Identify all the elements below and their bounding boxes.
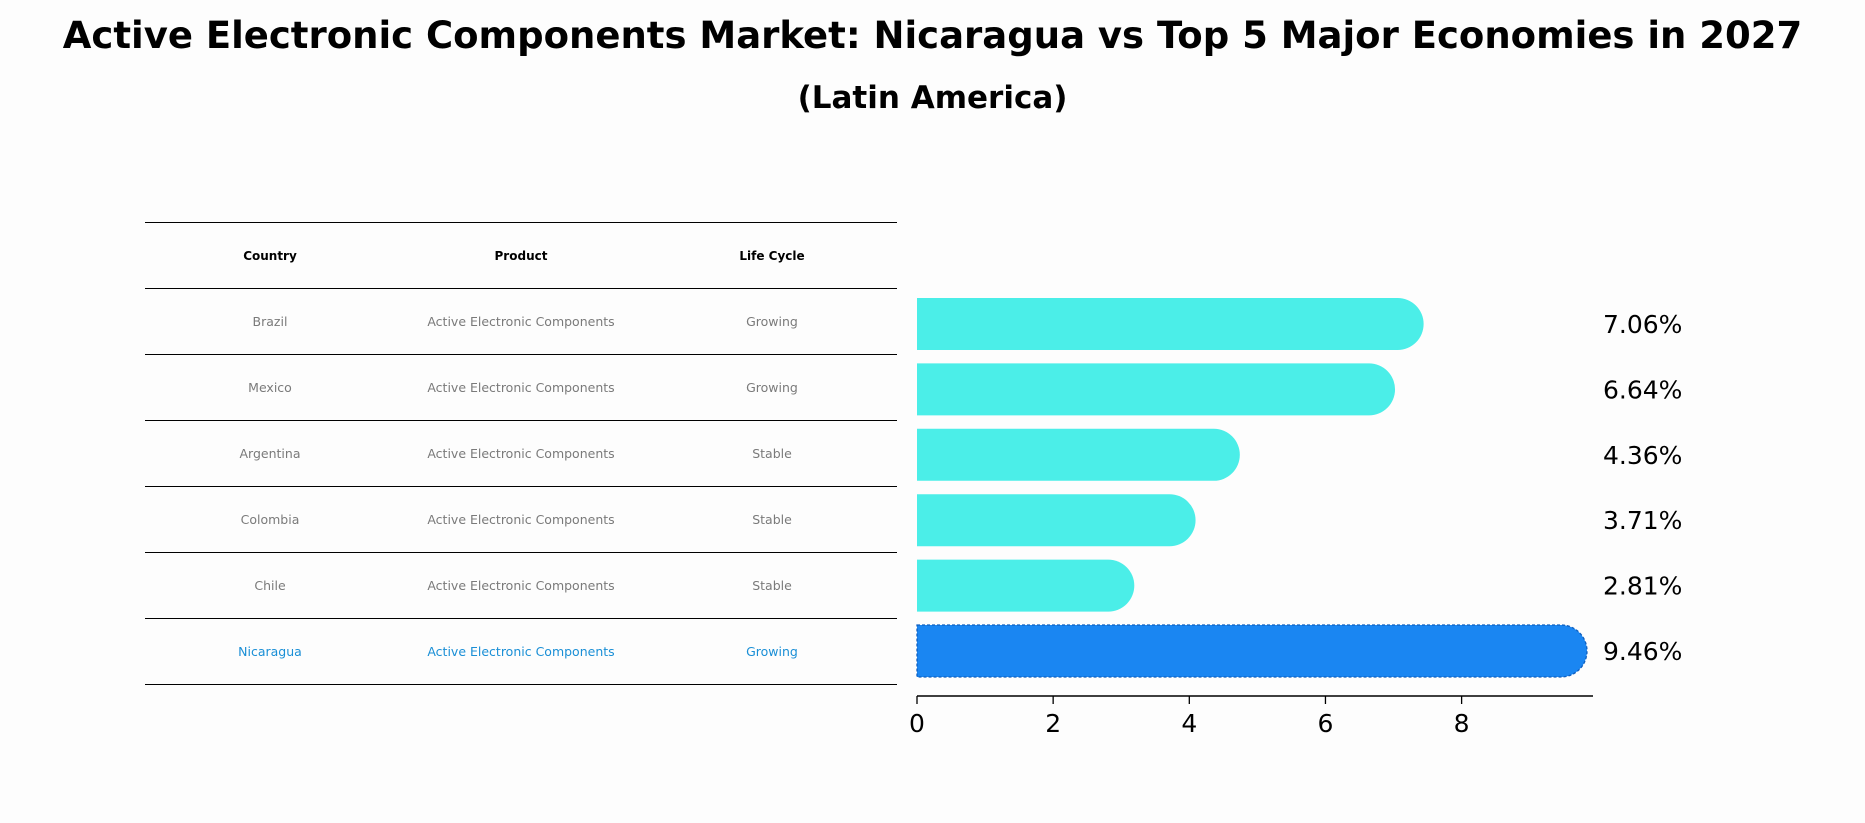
- value-label-brazil: 7.06%: [1603, 310, 1682, 339]
- cell-life-cycle: Stable: [752, 446, 792, 461]
- cell-product: Active Electronic Components: [427, 446, 615, 461]
- bar-highlight-outline: [916, 624, 1588, 678]
- value-label-nicaragua: 9.46%: [1603, 637, 1682, 666]
- value-label-colombia: 3.71%: [1603, 506, 1682, 535]
- header-life-cycle: Life Cycle: [739, 248, 805, 263]
- header-product: Product: [494, 248, 548, 263]
- cell-product: Active Electronic Components: [427, 380, 615, 395]
- cell-country: Nicaragua: [238, 644, 302, 659]
- x-tick-label: 4: [1181, 709, 1197, 738]
- table-row: Colombia Active Electronic Components St…: [145, 486, 897, 552]
- cell-life-cycle: Stable: [752, 578, 792, 593]
- table-row: Argentina Active Electronic Components S…: [145, 420, 897, 486]
- cell-country: Mexico: [248, 380, 292, 395]
- x-tick-label: 2: [1045, 709, 1061, 738]
- cell-country: Chile: [254, 578, 286, 593]
- value-label-chile: 2.81%: [1603, 572, 1682, 601]
- cell-life-cycle: Stable: [752, 512, 792, 527]
- table-row-highlighted: Nicaragua Active Electronic Components G…: [145, 618, 897, 685]
- cell-country: Colombia: [240, 512, 300, 527]
- cell-life-cycle: Growing: [746, 380, 798, 395]
- cell-country: Brazil: [252, 314, 288, 329]
- cell-country: Argentina: [239, 446, 301, 461]
- data-table: Country Product Life Cycle Brazil Active…: [145, 222, 897, 685]
- bar-brazil: [917, 298, 1424, 350]
- x-tick-label: 8: [1454, 709, 1470, 738]
- cell-product: Active Electronic Components: [427, 314, 615, 329]
- table-row: Mexico Active Electronic Components Grow…: [145, 354, 897, 420]
- x-tick-label: 0: [909, 709, 925, 738]
- bar-colombia: [917, 494, 1196, 547]
- chart-subtitle: (Latin America): [797, 80, 1068, 116]
- cell-product: Active Electronic Components: [427, 644, 615, 659]
- bar-nicaragua: [917, 625, 1588, 677]
- header-country: Country: [243, 248, 297, 263]
- table-row: Brazil Active Electronic Components Grow…: [145, 288, 897, 354]
- cell-product: Active Electronic Components: [427, 578, 615, 593]
- table-row: Chile Active Electronic Components Stabl…: [145, 552, 897, 618]
- cell-life-cycle: Growing: [746, 644, 798, 659]
- bar-argentina: [917, 428, 1240, 481]
- table-header-row: Country Product Life Cycle: [145, 222, 897, 288]
- value-label-mexico: 6.64%: [1603, 375, 1682, 404]
- bar-mexico: [917, 363, 1396, 416]
- cell-life-cycle: Growing: [746, 314, 798, 329]
- bar-chile: [917, 559, 1135, 612]
- chart-title: Active Electronic Components Market: Nic…: [62, 14, 1803, 57]
- value-label-argentina: 4.36%: [1603, 441, 1682, 470]
- cell-product: Active Electronic Components: [427, 512, 615, 527]
- x-tick-label: 6: [1318, 709, 1334, 738]
